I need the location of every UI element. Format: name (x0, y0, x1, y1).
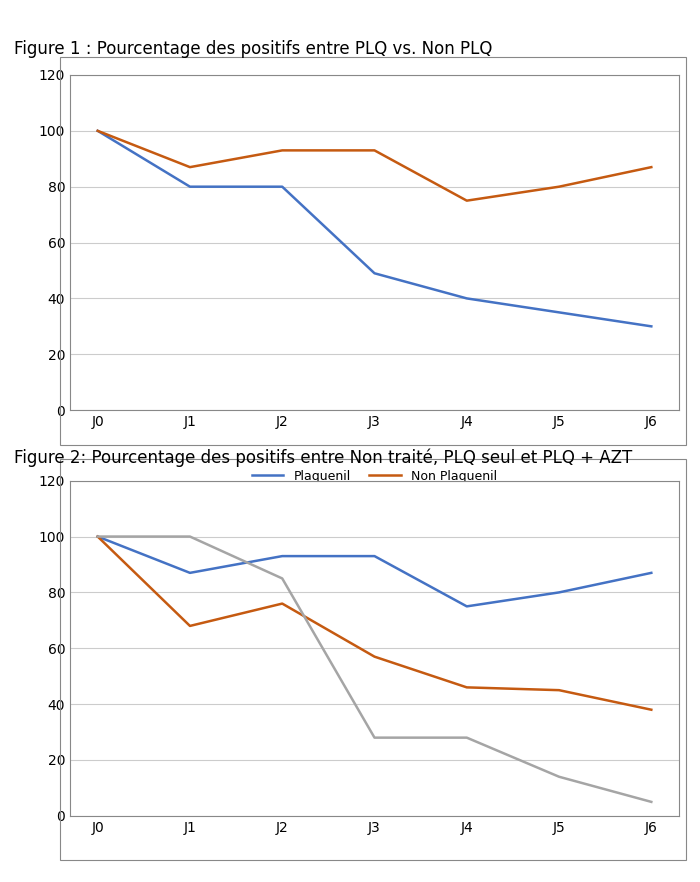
Non traité (278, 550, 286, 562)
Non traité (94, 531, 102, 542)
Plaquenil, non Azithromycin (555, 684, 564, 695)
Line: Non traité: Non traité (98, 536, 651, 607)
Non traité (186, 568, 194, 579)
Plaquenil (278, 182, 286, 192)
Plaquenil, non Azithromycin (186, 621, 194, 632)
Non Plaquenil (370, 145, 379, 155)
Text: Figure 1 : Pourcentage des positifs entre PLQ vs. Non PLQ: Figure 1 : Pourcentage des positifs entr… (14, 40, 492, 57)
Plaquenil, non Azithromycin (647, 705, 655, 715)
Plaquenil et Azithromycin (647, 796, 655, 807)
Non Plaquenil (278, 145, 286, 155)
Non Plaquenil (647, 161, 655, 172)
Line: Plaquenil: Plaquenil (98, 131, 651, 326)
Plaquenil (463, 293, 471, 303)
Line: Non Plaquenil: Non Plaquenil (98, 131, 651, 200)
Non Plaquenil (186, 161, 194, 172)
Non Plaquenil (555, 182, 564, 192)
Non traité (647, 568, 655, 579)
Non traité (555, 587, 564, 598)
Plaquenil, non Azithromycin (94, 531, 102, 542)
Plaquenil (186, 182, 194, 192)
Plaquenil et Azithromycin (370, 732, 379, 743)
Plaquenil (94, 125, 102, 136)
Plaquenil et Azithromycin (186, 531, 194, 542)
Plaquenil, non Azithromycin (278, 598, 286, 609)
Non traité (370, 550, 379, 562)
Non Plaquenil (94, 125, 102, 136)
Text: Figure 2: Pourcentage des positifs entre Non traité, PLQ seul et PLQ + AZT: Figure 2: Pourcentage des positifs entre… (14, 448, 632, 467)
Line: Plaquenil et Azithromycin: Plaquenil et Azithromycin (98, 536, 651, 802)
Plaquenil et Azithromycin (555, 772, 564, 782)
Plaquenil, non Azithromycin (463, 682, 471, 692)
Non Plaquenil (463, 195, 471, 206)
Plaquenil et Azithromycin (94, 531, 102, 542)
Plaquenil (647, 321, 655, 332)
Plaquenil, non Azithromycin (370, 651, 379, 662)
Plaquenil (370, 268, 379, 279)
Plaquenil et Azithromycin (463, 732, 471, 743)
Plaquenil et Azithromycin (278, 573, 286, 584)
Legend: Plaquenil, Non Plaquenil: Plaquenil, Non Plaquenil (247, 465, 502, 488)
Non traité (463, 602, 471, 612)
Plaquenil (555, 307, 564, 318)
Line: Plaquenil, non Azithromycin: Plaquenil, non Azithromycin (98, 536, 651, 710)
